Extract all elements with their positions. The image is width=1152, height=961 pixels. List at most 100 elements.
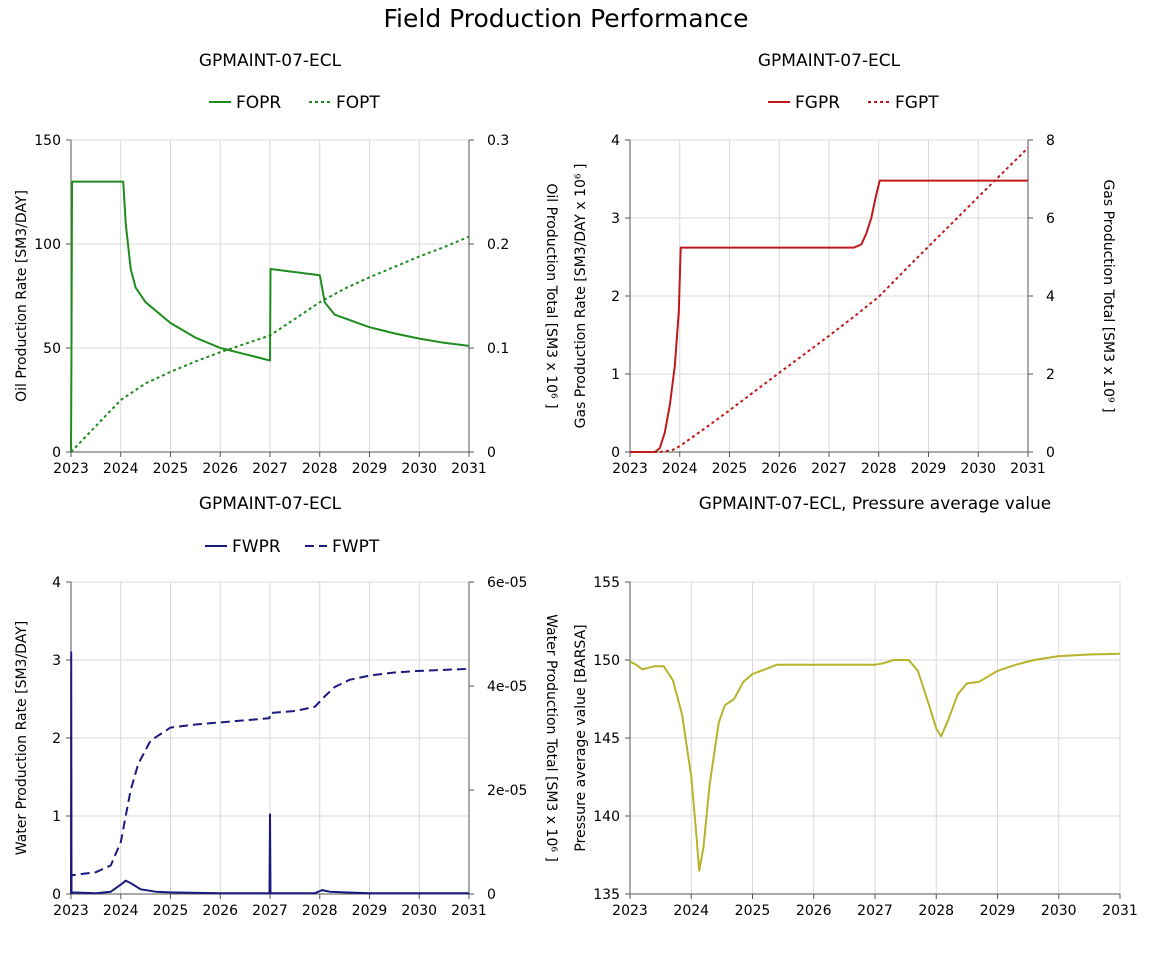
series-line-fwpt bbox=[70, 667, 470, 895]
x-tick-label: 2025 bbox=[153, 903, 189, 919]
legend-label-fopt: FOPT bbox=[336, 93, 380, 113]
y-tick-label: 50 bbox=[43, 341, 61, 357]
y-tick-label: 145 bbox=[593, 731, 620, 747]
y2-axis-label: Oil Production Total [SM3 x 10⁶ ] bbox=[543, 183, 559, 408]
y-tick-label: 1 bbox=[611, 367, 620, 383]
y-tick-label: 0 bbox=[52, 445, 61, 461]
legend-label-fopr: FOPR bbox=[236, 93, 281, 113]
series-line-fopr bbox=[70, 180, 470, 453]
y-tick-label: 150 bbox=[34, 133, 61, 149]
x-tick-label: 2025 bbox=[735, 903, 771, 919]
legend-label-fwpr: FWPR bbox=[232, 537, 281, 557]
chart-title: GPMAINT-07-ECL, Pressure average value bbox=[699, 494, 1052, 514]
y-tick-label: 3 bbox=[611, 211, 620, 227]
x-tick-label: 2031 bbox=[451, 461, 487, 477]
y-tick-label: 4 bbox=[52, 575, 61, 591]
y-axis-label: Pressure average value [BARSA] bbox=[573, 624, 589, 851]
x-tick-label: 2026 bbox=[796, 903, 832, 919]
x-tick-label: 2030 bbox=[960, 461, 996, 477]
y2-tick-label: 0 bbox=[1046, 445, 1055, 461]
x-tick-label: 2030 bbox=[1041, 903, 1077, 919]
y2-tick-label: 8 bbox=[1046, 133, 1055, 149]
x-tick-label: 2024 bbox=[662, 461, 698, 477]
x-tick-label: 2024 bbox=[103, 461, 139, 477]
y2-tick-label: 6e-05 bbox=[487, 575, 527, 591]
series-line-fgpr bbox=[630, 179, 1028, 453]
x-tick-label: 2023 bbox=[612, 461, 648, 477]
y-tick-label: 2 bbox=[611, 289, 620, 305]
y2-tick-label: 6 bbox=[1046, 211, 1055, 227]
y-axis-label: Water Production Rate [SM3/DAY] bbox=[14, 621, 30, 855]
y-axis-label: Oil Production Rate [SM3/DAY] bbox=[14, 190, 30, 402]
y2-tick-label: 0 bbox=[487, 445, 496, 461]
y2-axis-label: Gas Production Total [SM3 x 10⁹ ] bbox=[1100, 179, 1116, 412]
y2-tick-label: 2 bbox=[1046, 367, 1055, 383]
x-tick-label: 2028 bbox=[918, 903, 954, 919]
page-title: Field Production Performance bbox=[383, 4, 748, 33]
y-tick-label: 1 bbox=[52, 809, 61, 825]
y-tick-label: 2 bbox=[52, 731, 61, 747]
x-tick-label: 2026 bbox=[202, 461, 238, 477]
x-tick-label: 2024 bbox=[103, 903, 139, 919]
x-tick-label: 2031 bbox=[451, 903, 487, 919]
y2-tick-label: 0.2 bbox=[487, 237, 509, 253]
chart-title: GPMAINT-07-ECL bbox=[199, 51, 342, 71]
x-tick-label: 2031 bbox=[1102, 903, 1138, 919]
x-tick-label: 2029 bbox=[980, 903, 1016, 919]
legend: FOPR FOPT bbox=[209, 93, 380, 113]
x-tick-label: 2029 bbox=[352, 903, 388, 919]
y-tick-label: 0 bbox=[52, 887, 61, 903]
y2-axis-label: Water Production Total [SM3 x 10⁶ ] bbox=[543, 614, 559, 862]
y2-tick-label: 2e-05 bbox=[487, 783, 527, 799]
y-axis-label: Gas Production Rate [SM3/DAY x 10⁶ ] bbox=[573, 164, 589, 429]
y2-tick-label: 4e-05 bbox=[487, 679, 527, 695]
x-tick-label: 2027 bbox=[857, 903, 893, 919]
x-tick-label: 2029 bbox=[911, 461, 947, 477]
y2-tick-label: 0.3 bbox=[487, 133, 509, 149]
x-tick-label: 2026 bbox=[202, 903, 238, 919]
x-tick-label: 2027 bbox=[252, 461, 288, 477]
x-tick-label: 2025 bbox=[153, 461, 189, 477]
x-tick-label: 2023 bbox=[53, 903, 89, 919]
y-tick-label: 0 bbox=[611, 445, 620, 461]
chart-oil: GPMAINT-07-ECL 2023 2024 2025 2026 2027 2028 20… bbox=[14, 51, 559, 477]
x-tick-label: 2023 bbox=[53, 461, 89, 477]
legend: FGPR FGPT bbox=[768, 93, 939, 113]
chart-pressure: GPMAINT-07-ECL, Pressure average value 20… bbox=[573, 494, 1138, 919]
x-tick-label: 2030 bbox=[401, 903, 437, 919]
y-tick-label: 100 bbox=[34, 237, 61, 253]
y-tick-label: 140 bbox=[593, 809, 620, 825]
x-tick-label: 2023 bbox=[612, 903, 648, 919]
x-tick-label: 2030 bbox=[401, 461, 437, 477]
y-tick-label: 135 bbox=[593, 887, 620, 903]
y-tick-label: 155 bbox=[593, 575, 620, 591]
y-tick-label: 3 bbox=[52, 653, 61, 669]
legend-label-fgpt: FGPT bbox=[895, 93, 939, 113]
x-tick-label: 2031 bbox=[1010, 461, 1046, 477]
x-tick-label: 2024 bbox=[673, 903, 709, 919]
series-line-pressure bbox=[629, 652, 1121, 872]
y2-tick-label: 4 bbox=[1046, 289, 1055, 305]
x-tick-label: 2028 bbox=[302, 461, 338, 477]
x-tick-label: 2028 bbox=[302, 903, 338, 919]
series-line-fopt bbox=[70, 235, 470, 453]
x-tick-label: 2025 bbox=[712, 461, 748, 477]
y2-tick-label: 0.1 bbox=[487, 341, 509, 357]
legend-label-fwpt: FWPT bbox=[332, 537, 380, 557]
chart-title: GPMAINT-07-ECL bbox=[758, 51, 901, 71]
y2-tick-label: 0 bbox=[487, 887, 496, 903]
legend: FWPR FWPT bbox=[205, 537, 380, 557]
x-tick-label: 2027 bbox=[252, 903, 288, 919]
y-tick-label: 4 bbox=[611, 133, 620, 149]
y-tick-label: 150 bbox=[593, 653, 620, 669]
x-tick-label: 2026 bbox=[761, 461, 797, 477]
x-tick-label: 2028 bbox=[861, 461, 897, 477]
chart-title: GPMAINT-07-ECL bbox=[199, 494, 342, 514]
series-line-fwpr bbox=[70, 651, 469, 895]
x-tick-label: 2027 bbox=[811, 461, 847, 477]
